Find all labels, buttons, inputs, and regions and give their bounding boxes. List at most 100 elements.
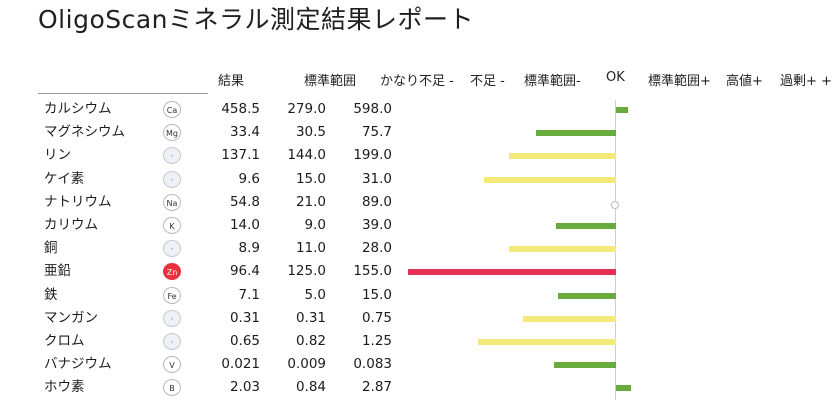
deviation-bar — [616, 107, 628, 113]
range-max: 155.0 — [353, 263, 392, 280]
mineral-name: ホウ素 — [44, 379, 85, 396]
mineral-name: カルシウム — [44, 101, 112, 117]
range-max: 0.083 — [353, 356, 392, 373]
table-row: ホウ素 B 2.03 0.84 2.87 — [0, 376, 839, 399]
table-row: ケイ素 • 9.6 15.0 31.0 — [0, 168, 839, 191]
mineral-name: マンガン — [44, 309, 98, 326]
range-max: 15.0 — [361, 286, 392, 303]
deviation-bar — [536, 130, 616, 137]
range-min: 9.0 — [304, 217, 326, 233]
deviation-bar — [509, 153, 616, 160]
deviation-bar — [408, 269, 616, 276]
range-min: 30.5 — [295, 124, 326, 141]
range-max: 39.0 — [361, 217, 392, 233]
element-symbol-icon: Na — [163, 193, 181, 211]
header-standard-minus: 標準範囲- — [524, 74, 581, 89]
table-row: 亜鉛 Zn 96.4 125.0 155.0 — [0, 260, 839, 283]
mineral-name: 銅 — [44, 240, 58, 257]
range-min: 21.0 — [295, 193, 326, 210]
table-row: クロム • 0.65 0.82 1.25 — [0, 330, 839, 353]
range-min: 0.009 — [287, 356, 326, 373]
mineral-name: バナジウム — [44, 356, 112, 373]
element-symbol-icon: B — [163, 379, 181, 397]
deviation-bar — [484, 176, 616, 183]
table-row: マグネシウム Mg 33.4 30.5 75.7 — [0, 121, 839, 144]
mineral-name: 鉄 — [44, 286, 58, 303]
mineral-name: クロム — [44, 333, 85, 349]
header-ok: OK — [606, 70, 625, 85]
deviation-bar — [558, 292, 616, 299]
range-max: 199.0 — [353, 147, 392, 164]
report-title: OligoScanミネラル測定結果レポート — [38, 5, 475, 34]
mineral-name: マグネシウム — [44, 124, 125, 141]
header-result: 結果 — [218, 74, 245, 89]
range-min: 125.0 — [287, 263, 326, 280]
header-excess: 過剰+ + — [780, 74, 832, 89]
range-min: 11.0 — [295, 240, 326, 257]
element-symbol-icon: Ca — [163, 101, 181, 118]
deviation-bar — [523, 315, 616, 322]
header-standard-range: 標準範囲 — [304, 74, 357, 89]
element-symbol-icon: Zn — [163, 263, 181, 281]
deviation-bar — [478, 339, 616, 345]
range-max: 89.0 — [361, 193, 392, 210]
deviation-bar — [509, 246, 616, 253]
mineral-name: ケイ素 — [44, 170, 85, 187]
element-symbol-icon: • — [163, 170, 181, 188]
mineral-result: 7.1 — [238, 286, 260, 303]
table-row: マンガン • 0.31 0.31 0.75 — [0, 307, 839, 330]
range-max: 1.25 — [361, 333, 392, 349]
mineral-result: 0.31 — [229, 309, 260, 326]
mineral-name: リン — [44, 147, 71, 164]
element-symbol-icon: K — [163, 217, 181, 234]
mineral-result: 0.021 — [221, 356, 260, 373]
mineral-result: 9.6 — [238, 170, 260, 187]
element-symbol-icon: V — [163, 356, 181, 374]
element-symbol-icon: • — [163, 240, 181, 258]
mineral-result: 0.65 — [229, 333, 260, 349]
mineral-name: ナトリウム — [44, 193, 112, 210]
range-max: 0.75 — [361, 309, 392, 326]
element-symbol-icon: Mg — [163, 124, 181, 142]
range-min: 5.0 — [304, 286, 326, 303]
range-max: 2.87 — [361, 379, 392, 396]
table-row: カルシウム Ca 458.5 279.0 598.0 — [0, 98, 839, 121]
mineral-result: 33.4 — [229, 124, 260, 141]
element-symbol-icon: • — [163, 333, 181, 350]
range-min: 279.0 — [287, 101, 326, 117]
range-min: 144.0 — [287, 147, 326, 164]
mineral-result: 14.0 — [229, 217, 260, 233]
range-min: 0.84 — [295, 379, 326, 396]
deviation-bar — [616, 385, 631, 392]
mineral-result: 96.4 — [229, 263, 260, 280]
mineral-name: 亜鉛 — [44, 263, 71, 280]
header-divider — [38, 93, 208, 94]
element-symbol-icon: • — [163, 147, 181, 165]
mineral-result: 2.03 — [229, 379, 260, 396]
deviation-bar — [554, 362, 616, 369]
range-max: 28.0 — [361, 240, 392, 257]
mineral-result: 8.9 — [238, 240, 260, 257]
range-max: 31.0 — [361, 170, 392, 187]
mineral-result: 458.5 — [221, 101, 260, 117]
table-row: 銅 • 8.9 11.0 28.0 — [0, 237, 839, 260]
element-symbol-icon: Fe — [163, 286, 181, 304]
element-symbol-icon: • — [163, 309, 181, 327]
mineral-result: 137.1 — [221, 147, 260, 164]
table-row: カリウム K 14.0 9.0 39.0 — [0, 214, 839, 237]
mineral-name: カリウム — [44, 217, 98, 233]
table-row: ナトリウム Na 54.8 21.0 89.0 — [0, 191, 839, 214]
mineral-result: 54.8 — [229, 193, 260, 210]
range-min: 0.82 — [295, 333, 326, 349]
range-max: 75.7 — [361, 124, 392, 141]
ok-axis-marker — [611, 201, 619, 209]
range-max: 598.0 — [353, 101, 392, 117]
range-min: 15.0 — [295, 170, 326, 187]
header-high: 高値+ — [726, 74, 763, 89]
table-row: 鉄 Fe 7.1 5.0 15.0 — [0, 284, 839, 307]
header-standard-plus: 標準範囲+ — [648, 74, 711, 89]
deviation-bar — [556, 223, 616, 229]
header-quite-deficient: かなり不足 - — [380, 74, 454, 89]
table-row: リン • 137.1 144.0 199.0 — [0, 144, 839, 167]
header-deficient: 不足 - — [470, 74, 505, 89]
